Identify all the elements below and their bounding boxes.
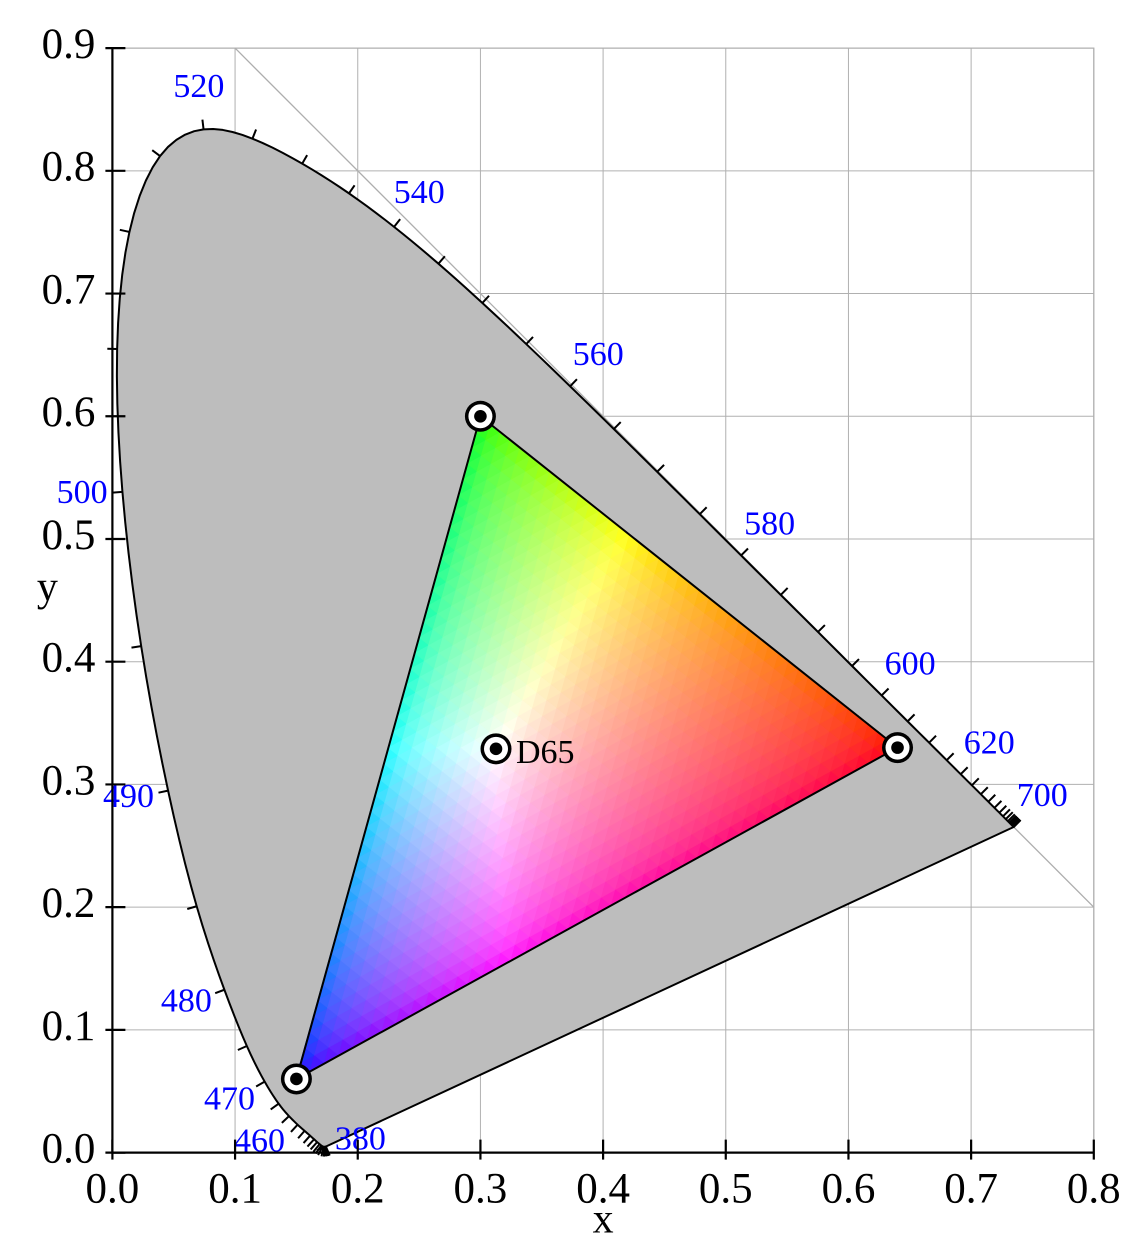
svg-text:0.0: 0.0 xyxy=(86,1165,140,1212)
svg-text:0.8: 0.8 xyxy=(42,144,96,191)
svg-text:0.4: 0.4 xyxy=(42,635,96,682)
svg-text:460: 460 xyxy=(234,1123,285,1160)
svg-text:D65: D65 xyxy=(516,734,575,771)
svg-text:0.5: 0.5 xyxy=(699,1165,753,1212)
svg-text:0.3: 0.3 xyxy=(42,757,96,804)
svg-text:0.7: 0.7 xyxy=(42,266,96,313)
svg-text:500: 500 xyxy=(57,474,108,511)
svg-text:0.9: 0.9 xyxy=(42,21,96,68)
svg-text:620: 620 xyxy=(964,724,1015,761)
svg-text:0.1: 0.1 xyxy=(208,1165,262,1212)
svg-text:0.3: 0.3 xyxy=(454,1165,508,1212)
svg-text:520: 520 xyxy=(173,68,224,105)
svg-text:x: x xyxy=(593,1197,614,1243)
svg-text:y: y xyxy=(37,564,58,610)
svg-text:600: 600 xyxy=(885,646,936,683)
svg-text:0.0: 0.0 xyxy=(42,1125,96,1172)
svg-text:0.1: 0.1 xyxy=(42,1003,96,1050)
svg-text:0.6: 0.6 xyxy=(42,389,96,436)
svg-text:540: 540 xyxy=(394,174,445,211)
svg-text:470: 470 xyxy=(204,1080,255,1117)
svg-text:560: 560 xyxy=(573,336,624,373)
svg-text:0.5: 0.5 xyxy=(42,512,96,559)
svg-text:0.2: 0.2 xyxy=(42,880,96,927)
svg-text:0.7: 0.7 xyxy=(944,1165,998,1212)
svg-text:700: 700 xyxy=(1017,777,1068,814)
svg-text:0.2: 0.2 xyxy=(331,1165,385,1212)
svg-text:0.6: 0.6 xyxy=(822,1165,876,1212)
svg-text:480: 480 xyxy=(161,983,212,1020)
svg-text:580: 580 xyxy=(744,506,795,543)
svg-text:0.8: 0.8 xyxy=(1067,1165,1121,1212)
